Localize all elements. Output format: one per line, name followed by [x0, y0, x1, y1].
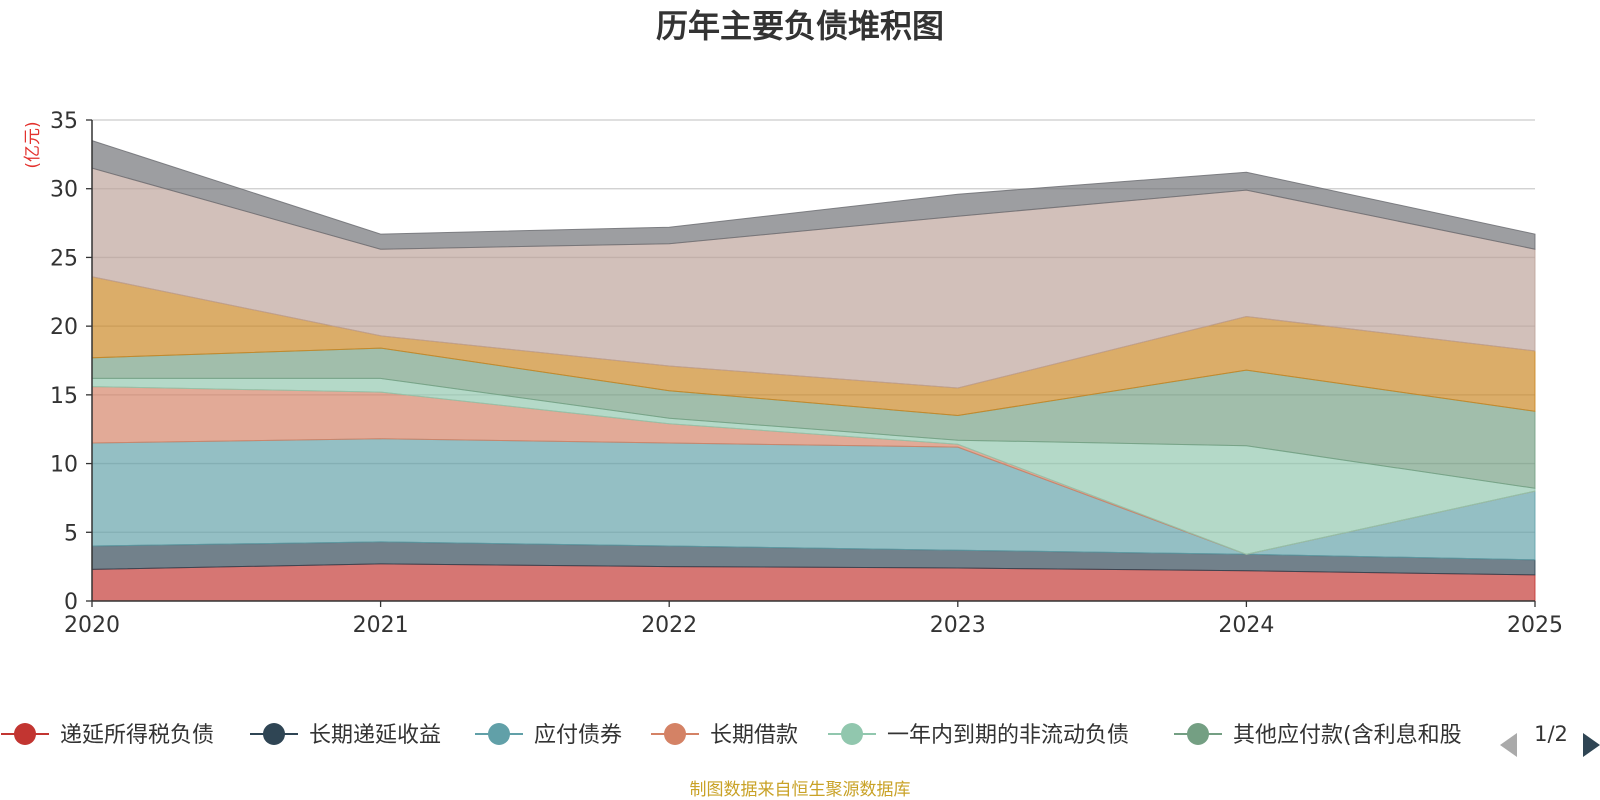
legend-marker	[841, 723, 863, 745]
legend-label: 递延所得税负债	[60, 723, 214, 748]
x-tick-label: 2021	[353, 613, 409, 638]
x-tick-label: 2025	[1507, 613, 1563, 638]
legend-marker	[664, 723, 686, 745]
y-tick-label: 25	[50, 246, 78, 271]
legend-label: 长期借款	[710, 723, 798, 748]
y-tick-label: 35	[50, 109, 78, 134]
y-axis-label: (亿元)	[23, 121, 43, 168]
legend-item[interactable]: 长期递延收益	[250, 723, 441, 748]
x-tick-label: 2020	[64, 613, 120, 638]
y-tick-label: 30	[50, 178, 78, 203]
x-tick-label: 2023	[930, 613, 986, 638]
y-tick-label: 10	[50, 453, 78, 478]
x-tick-label: 2022	[641, 613, 697, 638]
legend-label: 长期递延收益	[309, 723, 441, 748]
legend-item[interactable]: 一年内到期的非流动负债	[828, 723, 1129, 748]
legend-prev-icon[interactable]	[1500, 733, 1517, 757]
legend-marker	[263, 723, 285, 745]
legend-marker	[14, 723, 36, 745]
legend-page-indicator: 1/2	[1534, 722, 1568, 746]
legend-marker	[1187, 723, 1209, 745]
legend-label: 一年内到期的非流动负债	[887, 723, 1129, 748]
y-tick-label: 0	[64, 590, 78, 615]
legend: 递延所得税负债 长期递延收益 应付债券 长期借款 一年内到期的非流动负债 其他应付款(含利…	[1, 723, 1462, 748]
source-note: 制图数据来自恒生聚源数据库	[690, 780, 911, 800]
legend-item[interactable]: 长期借款	[651, 723, 798, 748]
area-series	[91, 139, 1536, 250]
legend-marker	[488, 723, 510, 745]
legend-item[interactable]: 递延所得税负债	[1, 723, 214, 748]
legend-label: 应付债券	[534, 723, 622, 748]
legend-label: 其他应付款(含利息和股	[1233, 723, 1462, 748]
legend-item[interactable]: 其他应付款(含利息和股	[1174, 723, 1462, 748]
area-series	[91, 139, 1536, 602]
x-tick-label: 2024	[1218, 613, 1274, 638]
y-tick-label: 20	[50, 315, 78, 340]
chart-title: 历年主要负债堆积图	[656, 7, 944, 45]
y-tick-label: 5	[64, 521, 78, 546]
y-tick-label: 15	[50, 384, 78, 409]
legend-pager: 1/2	[1500, 722, 1600, 757]
legend-item[interactable]: 应付债券	[475, 723, 622, 748]
legend-next-icon[interactable]	[1583, 733, 1600, 757]
